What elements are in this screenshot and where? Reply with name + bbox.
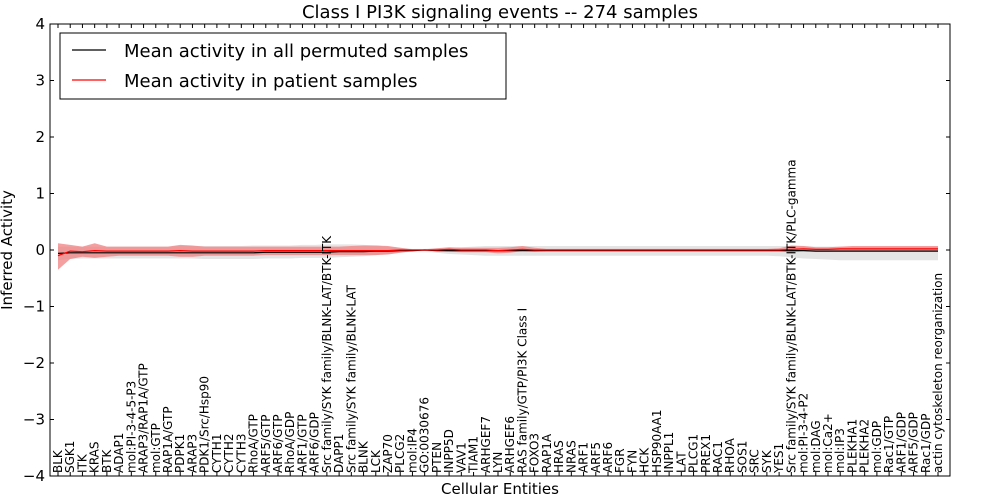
x-tick-label: PLCG1 [687, 434, 701, 473]
x-tick-label: ARHGEF6 [503, 416, 517, 473]
x-tick-label: HRAS [552, 440, 566, 473]
x-tick-label: Rac1/GTP [882, 416, 896, 473]
x-tick-label: RAS family/GTP/PI3K Class I [515, 308, 529, 473]
x-tick-label: ARF5/GTP [259, 414, 273, 473]
x-tick-label: Rac1/GDP [919, 414, 933, 473]
x-tick-label: actin cytoskeleton reorganization [931, 273, 945, 473]
x-tick-label: ARF1 [577, 442, 591, 473]
x-tick-label: VAV1 [454, 442, 468, 473]
x-tick-label: mol:PI-3-4-5-P3 [124, 381, 138, 473]
y-tick-label: −4 [23, 467, 45, 485]
x-tick-label: CYTH3 [234, 433, 248, 473]
x-tick-label: LAT [674, 451, 688, 473]
x-tick-label: Src family/SYK family/BLNK-LAT/BTK-ITK [320, 235, 334, 473]
x-tick-label: SRC [748, 449, 762, 473]
x-tick-label: YES1 [772, 443, 786, 474]
x-tick-label: ARHGEF7 [479, 416, 493, 473]
x-tick-label: SYK [760, 449, 774, 473]
x-tick-label: RHOA [723, 437, 737, 473]
x-tick-label: ARAP3/RAP1A/GTP [137, 363, 151, 473]
x-tick-label: ARF1/GTP [295, 414, 309, 473]
x-tick-label: ITK [75, 453, 89, 473]
x-tick-label: mol:GDP [870, 421, 884, 473]
x-tick-label: ARF6/GDP [308, 412, 322, 473]
x-tick-label: mol:IP4 [405, 428, 419, 473]
x-tick-label: mol:Ca2+ [821, 413, 835, 473]
x-tick-label: GO:0030676 [418, 397, 432, 473]
x-tick-label: LYN [491, 452, 505, 473]
x-tick-label: BLK [51, 449, 65, 473]
y-tick-label: −1 [23, 298, 45, 316]
x-tick-label: TIAM1 [467, 436, 481, 474]
x-tick-label: ADAP1 [112, 433, 126, 473]
x-tick-label: Src family/SYK family/BLNK-LAT [344, 284, 358, 473]
x-tick-label: ARF5/GDP [907, 412, 921, 473]
x-tick-label: BLNK [357, 440, 371, 473]
x-tick-label: INPP5D [442, 429, 456, 473]
x-tick-label: Src family/SYK family/BLNK-LAT/BTK-ITK/P… [784, 159, 798, 473]
y-tick-label: 1 [35, 185, 45, 203]
x-tick-label: mol:IP3 [833, 428, 847, 473]
y-tick-label: −2 [23, 354, 45, 372]
x-tick-label: LCK [369, 449, 383, 473]
x-tick-label: ARF6/GTP [271, 414, 285, 473]
x-tick-label: RAC1 [711, 441, 725, 473]
y-axis: 4 3 2 1 0 −1 −2 −3 −4 [23, 15, 950, 485]
y-tick-label: −3 [23, 411, 45, 429]
x-tick-label: PLCG2 [393, 434, 407, 473]
x-axis: BLKSGK1ITKKRASBTKADAP1mol:PI-3-4-5-P3ARA… [51, 24, 945, 476]
x-tick-label: FYN [625, 450, 639, 473]
x-tick-label: CYTH1 [210, 434, 224, 474]
legend-label-patient: Mean activity in patient samples [124, 71, 418, 92]
legend-label-permuted: Mean activity in all permuted samples [124, 41, 468, 62]
x-tick-label: SOS1 [735, 441, 749, 473]
x-tick-label: RhoA/GDP [283, 412, 297, 473]
y-tick-label: 0 [35, 241, 45, 259]
x-tick-label: SGK1 [63, 441, 77, 473]
x-tick-label: RhoA/GTP [247, 414, 261, 473]
x-tick-label: mol:PI-3-4-P2 [797, 393, 811, 473]
x-tick-label: FOXO3 [528, 433, 542, 473]
y-axis-label: Inferred Activity [0, 190, 16, 310]
x-tick-label: PTEN [430, 442, 444, 473]
x-tick-label: FGR [613, 448, 627, 473]
x-tick-label: NRAS [564, 440, 578, 473]
legend: Mean activity in all permuted samples Me… [59, 32, 507, 100]
x-tick-label: RAP1A [540, 433, 554, 473]
x-tick-label: KRAS [88, 441, 102, 473]
x-tick-label: mol:DAG [809, 420, 823, 473]
x-tick-label: HSP90AA1 [650, 409, 664, 473]
x-tick-label: ZAP70 [381, 434, 395, 473]
x-tick-label: PLEKHA2 [858, 419, 872, 473]
x-tick-label: ARF6 [601, 442, 615, 473]
x-tick-label: INPPL1 [662, 432, 676, 473]
x-tick-label: PREX1 [699, 434, 713, 473]
series-lines [57, 248, 938, 257]
legend-box [59, 32, 507, 100]
line-patient [57, 248, 938, 257]
x-tick-label: PLEKHA1 [845, 419, 859, 473]
y-tick-label: 3 [35, 72, 45, 90]
x-axis-label: Cellular Entities [441, 480, 559, 498]
x-tick-label: DAPP1 [332, 434, 346, 473]
y-tick-label: 2 [35, 128, 45, 146]
x-tick-label: BTK [100, 448, 114, 473]
x-tick-label: mol:GTP [149, 423, 163, 473]
x-tick-label: RAP1A/GTP [161, 406, 175, 473]
x-tick-label: PDPK1 [173, 434, 187, 473]
x-tick-label: CYTH2 [222, 433, 236, 473]
x-tick-label: ARF1/GDP [894, 412, 908, 473]
chart-title: Class I PI3K signaling events -- 274 sam… [302, 2, 698, 23]
x-tick-label: HCK [638, 447, 652, 473]
x-tick-label: ARAP3 [185, 434, 199, 473]
y-tick-label: 4 [35, 15, 45, 33]
x-tick-label: PDK1/Src/Hsp90 [198, 376, 212, 473]
x-tick-label: ARF5 [589, 442, 603, 473]
